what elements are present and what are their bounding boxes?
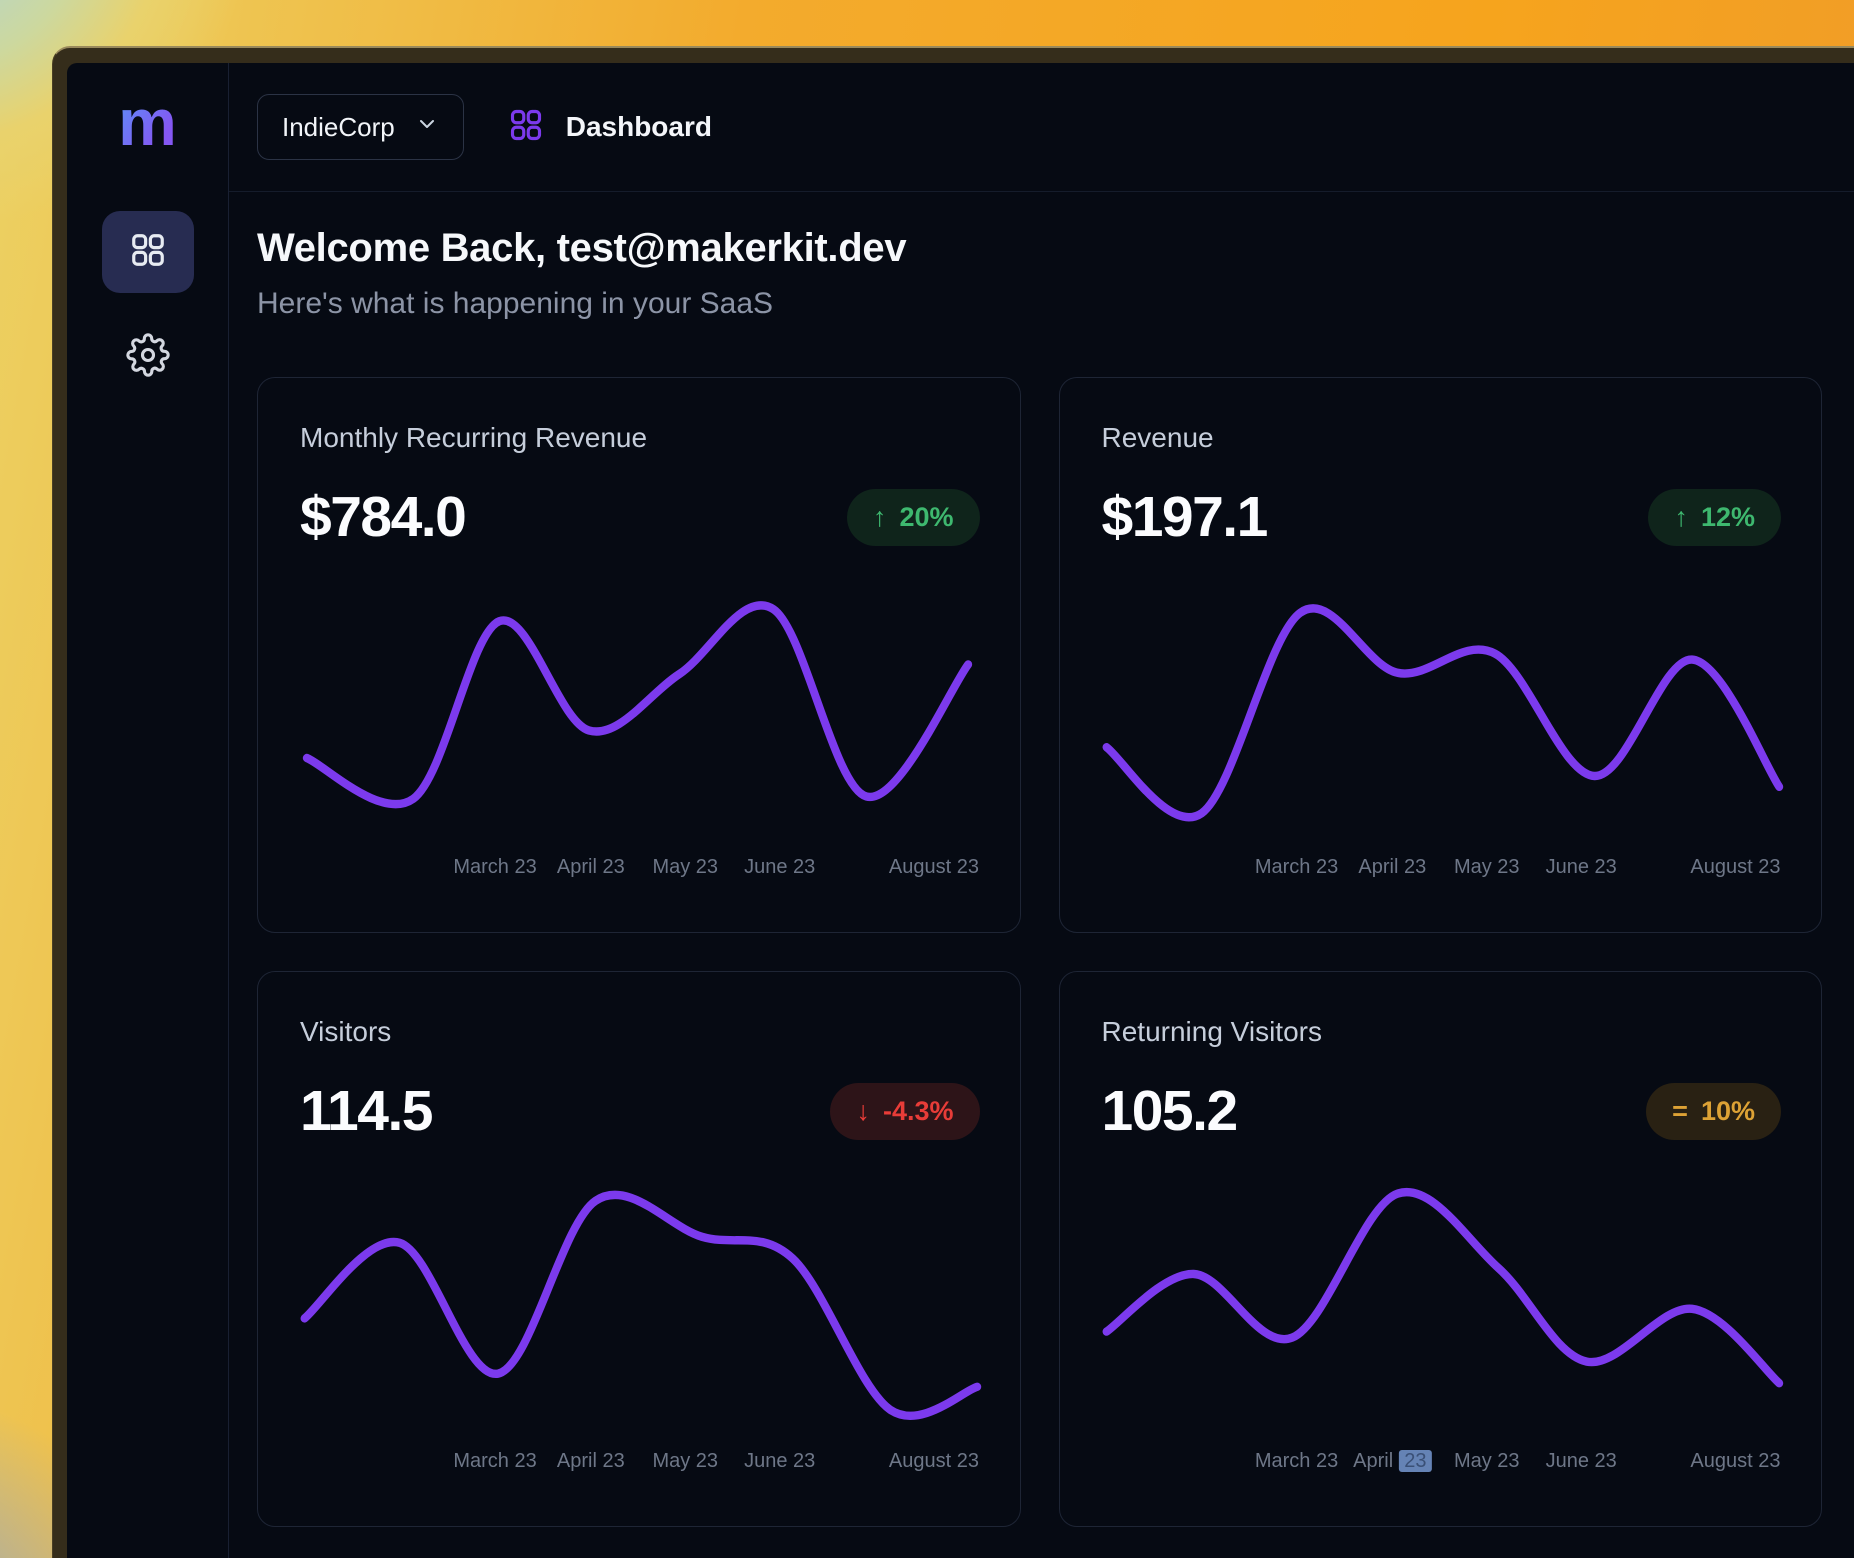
x-axis: March 23 April 23 May 23 June 23 August 23 <box>1102 1450 1782 1490</box>
metric-value: $784.0 <box>300 485 467 549</box>
axis-tick: August 23 <box>888 856 980 878</box>
metric-row: $784.0 ↑ 20% <box>300 484 980 550</box>
page-title: Dashboard <box>565 111 712 142</box>
axis-tick: May 23 <box>1453 1450 1520 1472</box>
grid-icon <box>127 231 169 274</box>
axis-tick: March 23 <box>1254 856 1339 878</box>
app-window: m <box>52 46 1854 1558</box>
trend-value: -4.3% <box>882 1095 954 1126</box>
line-chart[interactable] <box>1102 590 1783 830</box>
axis-tick: May 23 <box>1453 856 1520 878</box>
axis-tick: August 23 <box>1690 856 1781 878</box>
equals-icon: = <box>1672 1095 1688 1126</box>
x-axis: March 23 April 23 May 23 June 23 August 23 <box>1102 856 1782 896</box>
axis-tick: April 23 <box>1353 1450 1432 1473</box>
main-column: IndieCorp <box>229 63 1854 1558</box>
metrics-grid: Monthly Recurring Revenue $784.0 ↑ 20% M… <box>257 377 1822 1527</box>
arrow-down-icon: ↓ <box>856 1095 870 1126</box>
axis-tick: April 23 <box>556 1450 625 1472</box>
card-returning-visitors: Returning Visitors 105.2 = 10% March 23 A… <box>1058 971 1822 1527</box>
metric-row: 114.5 ↓ -4.3% <box>300 1078 980 1144</box>
metric-value: 114.5 <box>300 1079 434 1143</box>
metric-row: $197.1 ↑ 12% <box>1101 484 1781 550</box>
breadcrumb-dashboard[interactable]: Dashboard <box>506 107 712 148</box>
metric-row: 105.2 = 10% <box>1101 1078 1781 1144</box>
sidebar-item-settings[interactable] <box>102 321 194 393</box>
arrow-up-icon: ↑ <box>872 501 887 532</box>
card-title: Visitors <box>300 1016 392 1047</box>
line-chart[interactable] <box>300 1184 982 1424</box>
trend-badge: = 10% <box>1646 1082 1781 1140</box>
axis-tick: April 23 <box>1358 856 1427 878</box>
x-axis: March 23 April 23 May 23 June 23 August 23 <box>300 1450 980 1490</box>
axis-tick: May 23 <box>652 1450 719 1472</box>
welcome-heading: Welcome Back, test@makerkit.dev <box>257 226 907 270</box>
welcome-subtitle: Here's what is happening in your SaaS <box>257 287 774 320</box>
gear-icon <box>125 332 170 382</box>
trend-value: 10% <box>1700 1095 1755 1126</box>
axis-tick: March 23 <box>453 1450 537 1472</box>
selected-text: 23 <box>1399 1450 1432 1472</box>
trend-value: 12% <box>1700 501 1755 532</box>
makerkit-app: m <box>67 63 1854 1558</box>
x-axis: March 23 April 23 May 23 June 23 August 23 <box>300 856 980 896</box>
sidebar-item-dashboard[interactable] <box>101 211 194 293</box>
trend-badge: ↓ -4.3% <box>830 1082 980 1140</box>
line-chart[interactable] <box>300 590 980 830</box>
axis-tick: August 23 <box>1690 1450 1781 1472</box>
makerkit-logo: m <box>118 85 177 159</box>
trend-badge: ↑ 12% <box>1648 488 1781 546</box>
axis-tick: June 23 <box>1545 856 1617 878</box>
axis-tick: June 23 <box>744 1450 816 1472</box>
card-visitors: Visitors 114.5 ↓ -4.3% March 23 April 23 M… <box>257 971 1021 1527</box>
axis-tick: March 23 <box>453 856 537 878</box>
grid-icon-purple <box>506 107 546 148</box>
axis-tick: March 23 <box>1254 1450 1339 1472</box>
arrow-up-icon: ↑ <box>1674 501 1688 532</box>
topbar: IndieCorp <box>229 63 1854 192</box>
trend-badge: ↑ 20% <box>846 488 980 546</box>
card-monthly-recurring-revenue: Monthly Recurring Revenue $784.0 ↑ 20% M… <box>257 377 1021 933</box>
tenant-name: IndieCorp <box>282 111 395 142</box>
axis-tick: May 23 <box>652 856 719 878</box>
card-revenue: Revenue $197.1 ↑ 12% March 23 April 23 May… <box>1058 377 1822 933</box>
metric-value: $197.1 <box>1101 485 1269 549</box>
axis-tick: June 23 <box>1545 1450 1617 1472</box>
chevron-down-icon <box>415 112 439 143</box>
dashboard-content: Welcome Back, test@makerkit.dev Here's w… <box>229 192 1854 1527</box>
axis-tick: April 23 <box>556 856 625 878</box>
axis-tick: June 23 <box>744 856 816 878</box>
sidebar: m <box>67 63 229 1558</box>
tenant-switcher-button[interactable]: IndieCorp <box>257 94 464 160</box>
axis-tick: August 23 <box>888 1450 980 1472</box>
metric-value: 105.2 <box>1101 1079 1239 1143</box>
line-chart[interactable] <box>1102 1184 1783 1424</box>
card-title: Monthly Recurring Revenue <box>300 422 648 453</box>
card-title: Revenue <box>1101 422 1214 453</box>
trend-value: 20% <box>899 501 954 532</box>
card-title: Returning Visitors <box>1101 1016 1322 1047</box>
